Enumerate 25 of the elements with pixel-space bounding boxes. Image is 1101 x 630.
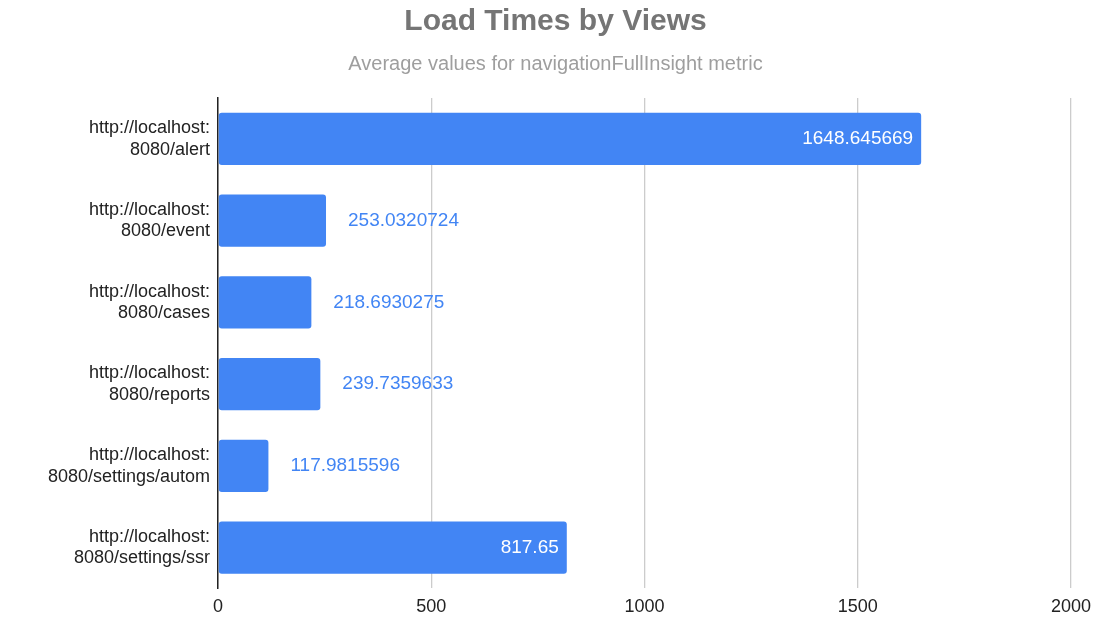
y-tick-label: http://localhost:8080/alert	[89, 117, 211, 159]
x-tick-label: 500	[416, 596, 447, 617]
x-tick-label: 0	[213, 596, 224, 617]
bar	[218, 276, 312, 329]
x-tick-label: 2000	[1050, 596, 1092, 617]
bar	[218, 194, 327, 247]
y-tick-label: http://localhost:8080/event	[89, 198, 211, 241]
data-label: 1648.645669	[802, 127, 914, 149]
bar	[218, 521, 567, 574]
data-label: 239.7359633	[342, 372, 454, 394]
x-tick-label: 1000	[624, 596, 665, 617]
chart-title: Load Times by Views	[404, 3, 707, 37]
data-label: 117.9815596	[290, 454, 400, 476]
y-tick-label: http://localhost:8080/settings/autom	[48, 443, 211, 486]
y-tick-label: http://localhost:8080/settings/ssr	[74, 525, 211, 568]
bar	[218, 357, 321, 411]
data-label: 253.0320724	[348, 208, 460, 230]
data-label: 218.6930275	[333, 290, 445, 312]
bar	[218, 112, 922, 166]
y-tick-label: http://localhost:8080/cases	[89, 280, 211, 323]
bar	[218, 439, 269, 492]
y-tick-label: http://localhost:8080/reports	[89, 362, 211, 404]
chart-subtitle: Average values for navigationFullInsight metric	[348, 51, 763, 74]
x-tick-label: 1500	[837, 596, 878, 617]
data-label: 817.65	[500, 535, 559, 557]
